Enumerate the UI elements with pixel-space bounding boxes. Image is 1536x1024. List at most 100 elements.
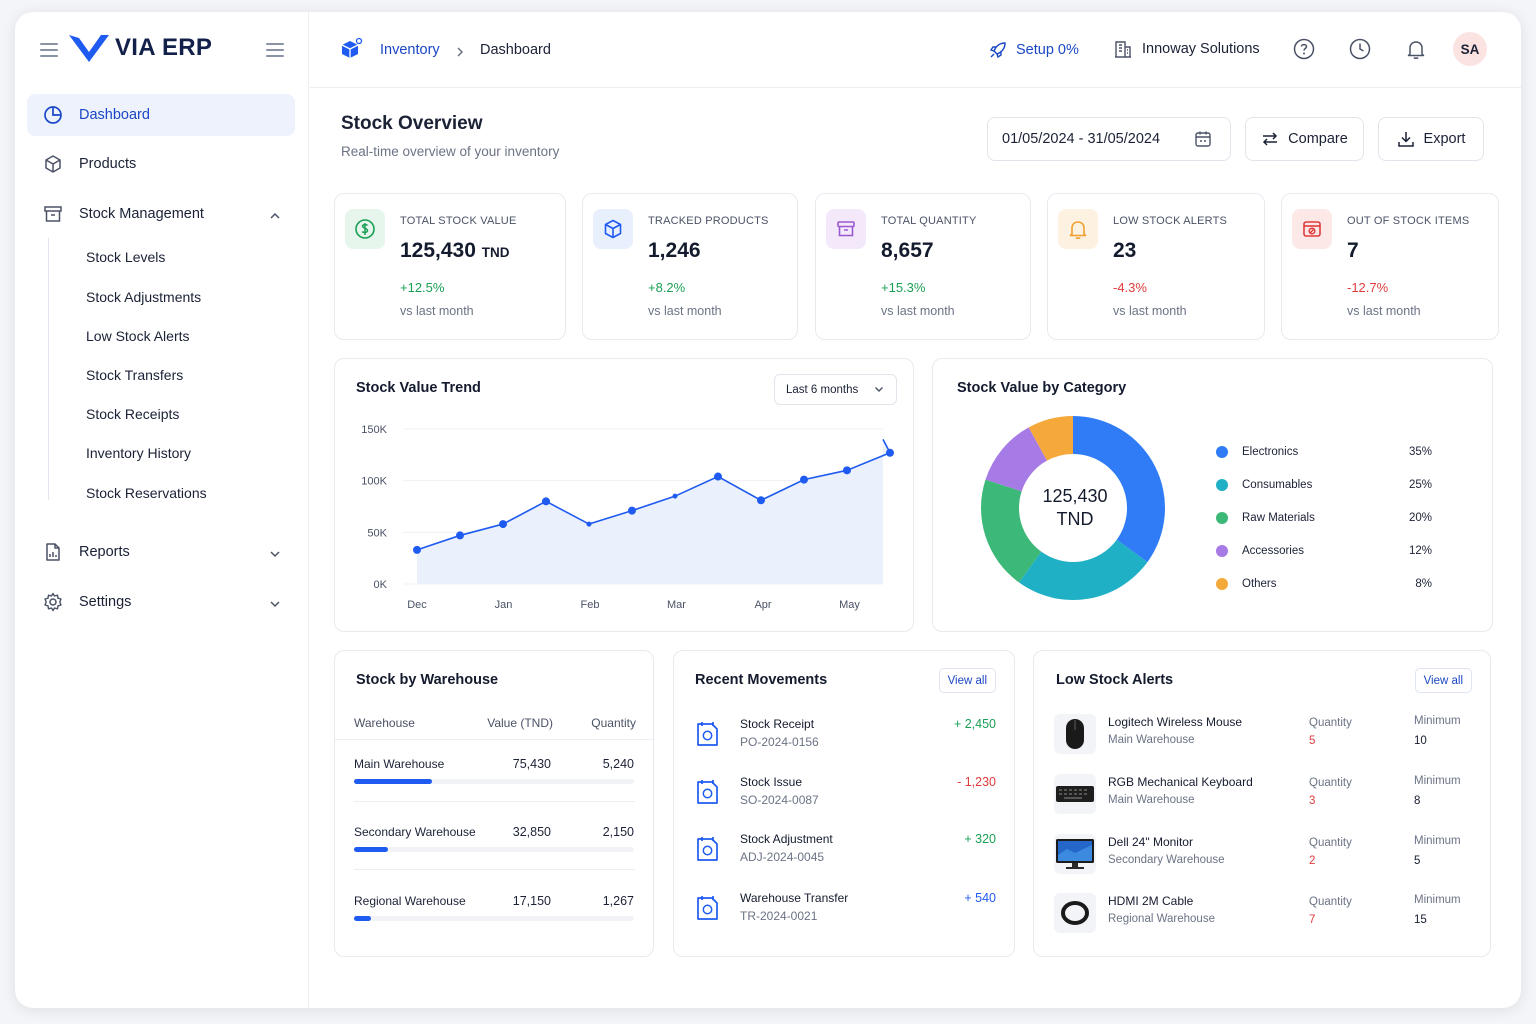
inventory-cube-icon <box>338 37 364 63</box>
report-icon <box>43 542 63 562</box>
list-item[interactable]: RGB Mechanical Keyboard Main Warehouse Qua… <box>1034 773 1490 817</box>
product-warehouse: Secondary Warehouse <box>1108 854 1225 866</box>
company-switcher[interactable]: Innoway Solutions <box>1114 40 1260 58</box>
menu-icon[interactable] <box>40 43 58 57</box>
sidebar-item-reports[interactable]: Reports <box>27 531 295 573</box>
sidebar-item-settings[interactable]: Settings <box>27 581 295 623</box>
donut-slice <box>1028 416 1073 461</box>
list-item[interactable]: Dell 24" Monitor Secondary Warehouse Quant… <box>1034 833 1490 877</box>
stock-by-warehouse-card: Stock by Warehouse Warehouse Value (TND)… <box>334 650 655 957</box>
kpi-card-low-stock-alerts: LOW STOCK ALERTS 23 -4.3% vs last month <box>1047 193 1265 340</box>
gear-icon <box>43 592 63 612</box>
sidebar-subitem-stock-transfers[interactable]: Stock Transfers <box>86 367 184 383</box>
data-point <box>542 497 550 506</box>
quantity-label: Quantity <box>1309 837 1352 849</box>
sidebar-subitem-stock-receipts[interactable]: Stock Receipts <box>86 406 180 422</box>
list-item[interactable]: Stock Adjustment ADJ-2024-0045 + 320 <box>674 832 1016 872</box>
table-row[interactable]: Regional Warehouse 17,150 1,267 <box>335 894 655 954</box>
compare-button[interactable]: Compare <box>1245 117 1364 161</box>
bell-icon[interactable] <box>1404 37 1428 61</box>
sidebar-subitem-low-stock-alerts[interactable]: Low Stock Alerts <box>86 328 190 344</box>
receipt-icon <box>694 720 720 748</box>
y-tick-label: 0K <box>374 579 388 591</box>
help-icon[interactable] <box>1292 37 1316 61</box>
legend-item: Raw Materials 20% <box>1216 510 1432 526</box>
product-name: Logitech Wireless Mouse <box>1108 715 1243 729</box>
sidebar-subitem-inventory-history[interactable]: Inventory History <box>86 445 192 461</box>
setup-button[interactable]: Setup 0% <box>988 40 1079 60</box>
kpi-label: LOW STOCK ALERTS <box>1113 215 1228 227</box>
avatar[interactable]: SA <box>1453 32 1487 66</box>
data-point <box>672 493 678 499</box>
data-point <box>413 545 421 554</box>
box-icon <box>43 154 63 174</box>
legend-percent: 12% <box>1408 545 1432 557</box>
breadcrumb-inventory[interactable]: Inventory <box>380 42 440 58</box>
chevron-down-icon <box>269 546 281 562</box>
sidebar-subitem-stock-reservations[interactable]: Stock Reservations <box>86 485 207 501</box>
list-item[interactable]: Warehouse Transfer TR-2024-0021 + 540 <box>674 891 1016 931</box>
movement-quantity: - 1,230 <box>957 775 996 789</box>
legend-item: Others 8% <box>1216 576 1432 592</box>
sidebar-item-stock-management[interactable]: Stock Management <box>27 193 295 235</box>
issue-icon <box>694 778 720 806</box>
sidebar-subitem-stock-levels[interactable]: Stock Levels <box>86 249 166 265</box>
archive-icon <box>43 204 63 224</box>
transfer-icon <box>694 894 720 922</box>
list-item[interactable]: Stock Receipt PO-2024-0156 + 2,450 <box>674 717 1016 757</box>
legend-dot <box>1216 545 1228 557</box>
logo-row: VIA ERP <box>15 12 309 88</box>
sidebar-item-label: Reports <box>79 544 130 560</box>
list-item[interactable]: Stock Issue SO-2024-0087 - 1,230 <box>674 775 1016 815</box>
export-button[interactable]: Export <box>1378 117 1484 161</box>
kpi-note: vs last month <box>881 304 955 318</box>
logo[interactable]: VIA ERP <box>67 32 212 64</box>
sidebar-subitem-stock-adjustments[interactable]: Stock Adjustments <box>86 289 202 305</box>
list-item[interactable]: Logitech Wireless Mouse Main Warehouse Qua… <box>1034 713 1490 757</box>
quantity-label: Quantity <box>1309 896 1352 908</box>
movement-quantity: + 540 <box>964 891 996 905</box>
kpi-note: vs last month <box>400 304 474 318</box>
collapse-sidebar-icon[interactable] <box>266 43 284 57</box>
sidebar-item-products[interactable]: Products <box>27 143 295 185</box>
empty-box-icon <box>1292 209 1332 249</box>
table-row[interactable]: Main Warehouse 75,430 5,240 <box>335 757 655 817</box>
movement-title: Stock Issue <box>740 775 803 789</box>
divider <box>335 739 655 740</box>
chevron-up-icon <box>269 208 281 224</box>
category-donut-chart <box>981 416 1165 600</box>
topbar: Inventory Dashboard Setup 0% Innoway Sol… <box>310 12 1521 88</box>
card-title: Low Stock Alerts <box>1056 672 1174 688</box>
product-warehouse: Main Warehouse <box>1108 734 1195 746</box>
sidebar-item-dashboard[interactable]: Dashboard <box>27 94 295 136</box>
legend-label: Consumables <box>1242 479 1313 491</box>
warehouse-quantity: 5,240 <box>602 757 634 771</box>
legend-label: Others <box>1242 578 1277 590</box>
list-item[interactable]: HDMI 2M Cable Regional Warehouse Quantity 7… <box>1034 892 1490 936</box>
date-range-value: 01/05/2024 - 31/05/2024 <box>1002 131 1161 147</box>
quantity-value: 7 <box>1309 914 1316 926</box>
warehouse-name: Regional Warehouse <box>354 894 466 908</box>
movement-title: Stock Receipt <box>740 717 815 731</box>
date-range-picker[interactable]: 01/05/2024 - 31/05/2024 <box>987 117 1231 161</box>
recent-movements-card: Recent Movements View all Stock Receipt P… <box>673 650 1015 957</box>
chevron-down-icon <box>874 386 884 393</box>
legend-label: Electronics <box>1242 446 1299 458</box>
view-all-alerts-button[interactable]: View all <box>1414 668 1472 693</box>
minimum-value: 15 <box>1414 914 1427 926</box>
clock-icon[interactable] <box>1348 37 1372 61</box>
legend-dot <box>1216 479 1228 491</box>
minimum-label: Minimum <box>1414 715 1461 727</box>
minimum-value: 5 <box>1414 855 1421 867</box>
view-all-movements-button[interactable]: View all <box>938 668 996 693</box>
movement-quantity: + 2,450 <box>953 717 996 731</box>
x-tick-label: Jan <box>495 599 513 611</box>
share-bar-fill <box>354 779 433 784</box>
table-row[interactable]: Secondary Warehouse 32,850 2,150 <box>335 825 655 885</box>
legend-item: Electronics 35% <box>1216 444 1432 460</box>
sidebar-item-label: Stock Management <box>79 206 204 222</box>
period-dropdown[interactable]: Last 6 months <box>774 374 897 405</box>
kpi-value: 23 <box>1113 239 1137 262</box>
x-tick-label: May <box>839 599 860 611</box>
cube-icon <box>593 209 633 249</box>
